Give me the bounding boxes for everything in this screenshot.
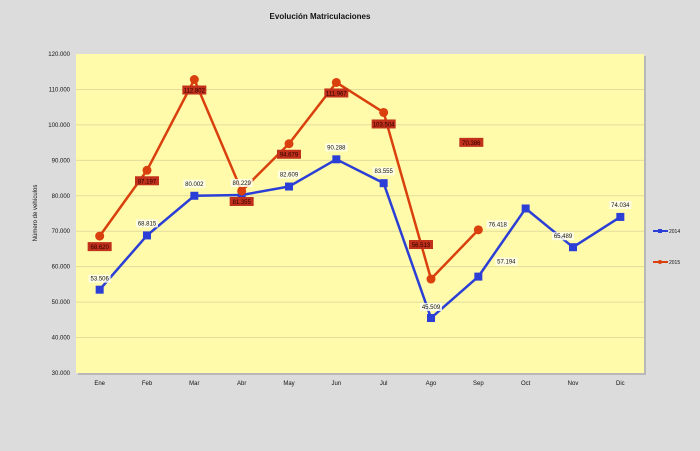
x-tick-label: Sep <box>473 381 484 387</box>
data-label-2014: 65.489 <box>554 234 573 240</box>
legend-marker-2014 <box>658 229 662 233</box>
data-label-bg <box>486 220 509 229</box>
marker-2015 <box>142 165 152 175</box>
data-label-box-2015 <box>87 242 112 252</box>
marker-2014 <box>285 182 293 191</box>
marker-2014 <box>569 243 577 252</box>
data-label-box-2015 <box>182 85 207 95</box>
marker-2014 <box>616 212 625 221</box>
marker-2014 <box>95 285 104 294</box>
y-tick-label: 40.000 <box>52 336 71 342</box>
data-label-2015: 111.967 <box>326 91 347 97</box>
marker-2015 <box>189 75 199 85</box>
y-tick-label: 70.000 <box>52 229 71 235</box>
x-tick-label: Mar <box>189 381 199 387</box>
data-label-2014: 82.609 <box>280 173 299 179</box>
x-tick-label: May <box>283 381 294 387</box>
data-label-2015: 70.386 <box>462 141 481 147</box>
legend-marker-2015 <box>658 260 662 264</box>
y-tick-label: 80.000 <box>52 194 71 200</box>
data-label-2014: 80.229 <box>232 181 251 187</box>
data-label-2014: 80.002 <box>185 182 204 188</box>
data-label-bg <box>420 303 442 312</box>
x-tick-label: Ene <box>94 381 105 387</box>
data-label-bg <box>372 167 395 176</box>
data-label-2015: 56.513 <box>412 243 431 249</box>
data-label-bg <box>609 200 632 209</box>
marker-2015 <box>426 274 436 284</box>
chart-title: Evolución Matriculaciones <box>269 12 371 21</box>
data-label-2015: 103.504 <box>373 122 395 128</box>
marker-2014 <box>474 272 483 281</box>
x-tick-label: Dic <box>616 381 625 387</box>
x-tick-label: Abr <box>237 381 246 387</box>
x-tick-label: Jun <box>331 381 341 387</box>
data-label-2014: 57.194 <box>497 260 516 266</box>
x-tick-label: Feb <box>142 381 153 387</box>
marker-2014 <box>332 155 341 164</box>
data-label-bg <box>325 143 348 152</box>
data-label-box-2015 <box>409 240 433 250</box>
y-tick-label: 60.000 <box>52 265 71 271</box>
x-tick-label: Ago <box>426 381 437 387</box>
marker-2015 <box>237 186 247 196</box>
data-label-box-2015 <box>371 119 396 129</box>
marker-2015 <box>473 225 483 235</box>
marker-2014 <box>521 204 530 213</box>
x-tick-label: Jul <box>380 381 388 387</box>
data-label-2014: 45.509 <box>422 305 441 311</box>
x-tick-label: Nov <box>568 381 579 387</box>
data-label-2014: 68.815 <box>138 221 157 227</box>
marker-2014 <box>427 314 435 323</box>
data-label-2014: 74.034 <box>611 203 630 209</box>
data-label-bg <box>230 178 253 187</box>
data-label-box-2015 <box>229 196 254 206</box>
data-label-2015: 68.620 <box>90 245 109 251</box>
data-label-2015: 112.802 <box>184 89 206 95</box>
marker-2014 <box>190 191 199 200</box>
data-label-box-2015 <box>459 137 484 147</box>
data-label-2015: 94.679 <box>280 153 299 159</box>
y-tick-label: 30.000 <box>52 371 71 377</box>
y-tick-label: 110.000 <box>49 87 71 93</box>
data-label-2015: 87.197 <box>138 179 157 185</box>
data-label-bg <box>183 179 206 188</box>
data-label-bg <box>495 257 518 266</box>
y-tick-label: 50.000 <box>52 300 71 306</box>
marker-2014 <box>143 231 151 240</box>
data-label-2014: 83.555 <box>374 169 393 175</box>
data-label-2014: 53.506 <box>90 277 109 283</box>
data-label-2014: 76.418 <box>488 222 507 228</box>
data-label-box-2015 <box>324 88 349 98</box>
marker-2015 <box>284 139 294 149</box>
y-tick-label: 90.000 <box>52 158 71 164</box>
data-label-2015: 81.355 <box>232 200 251 206</box>
data-label-box-2015 <box>135 176 159 186</box>
marker-2015 <box>95 231 105 241</box>
data-label-bg <box>88 274 111 283</box>
data-label-box-2015 <box>277 149 301 159</box>
marker-2014 <box>379 179 388 188</box>
y-tick-label: 120.000 <box>48 52 70 58</box>
plot-area <box>76 54 644 373</box>
legend-label-2014: 2014 <box>669 229 680 235</box>
legend-label-2015: 2015 <box>669 260 680 266</box>
data-label-bg <box>278 170 300 179</box>
data-label-2014: 90.288 <box>327 145 346 151</box>
series-line-2014 <box>98 158 622 320</box>
y-tick-label: 100.000 <box>48 123 70 129</box>
data-label-bg <box>552 232 574 241</box>
x-tick-label: Oct <box>521 381 531 387</box>
marker-2015 <box>331 77 341 87</box>
marker-2015 <box>379 107 389 117</box>
data-label-bg <box>136 219 158 228</box>
